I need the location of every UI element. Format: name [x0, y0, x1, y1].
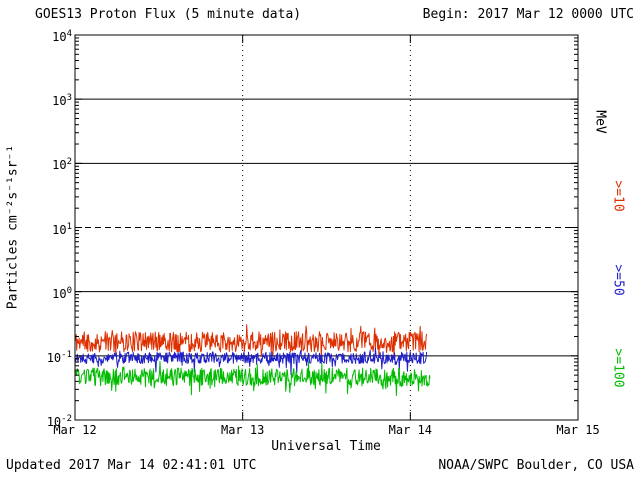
- chart-title: GOES13 Proton Flux (5 minute data): [35, 7, 302, 22]
- begin-timestamp: Begin: 2017 Mar 12 0000 UTC: [422, 7, 634, 22]
- y-tick-label: 10-2: [46, 414, 72, 429]
- legend-label-ge10: >=10: [610, 180, 626, 212]
- legend-label-ge100: >=100: [610, 348, 626, 388]
- x-tick-label: Mar 13: [220, 423, 265, 437]
- y-tick-label: 10-1: [46, 349, 72, 365]
- y-axis-title: Particles cm⁻²s⁻¹sr⁻¹: [5, 144, 21, 310]
- x-axis-title: Universal Time: [271, 439, 381, 454]
- x-tick-label: Mar 15: [556, 423, 600, 437]
- y-tick-label: 102: [52, 157, 72, 173]
- y-tick-label: 101: [52, 221, 72, 237]
- x-tick-label: Mar 12: [53, 423, 97, 437]
- x-tick-label: Mar 14: [388, 423, 433, 437]
- y-tick-label: 100: [52, 285, 72, 301]
- y-tick-label: 104: [52, 29, 72, 44]
- updated-timestamp: Updated 2017 Mar 14 02:41:01 UTC: [6, 458, 257, 473]
- right-axis-unit-label: MeV: [592, 110, 608, 134]
- data-source-credit: NOAA/SWPC Boulder, CO USA: [438, 458, 634, 473]
- legend-label-ge50: >=50: [610, 264, 626, 296]
- y-tick-label: 103: [52, 93, 72, 109]
